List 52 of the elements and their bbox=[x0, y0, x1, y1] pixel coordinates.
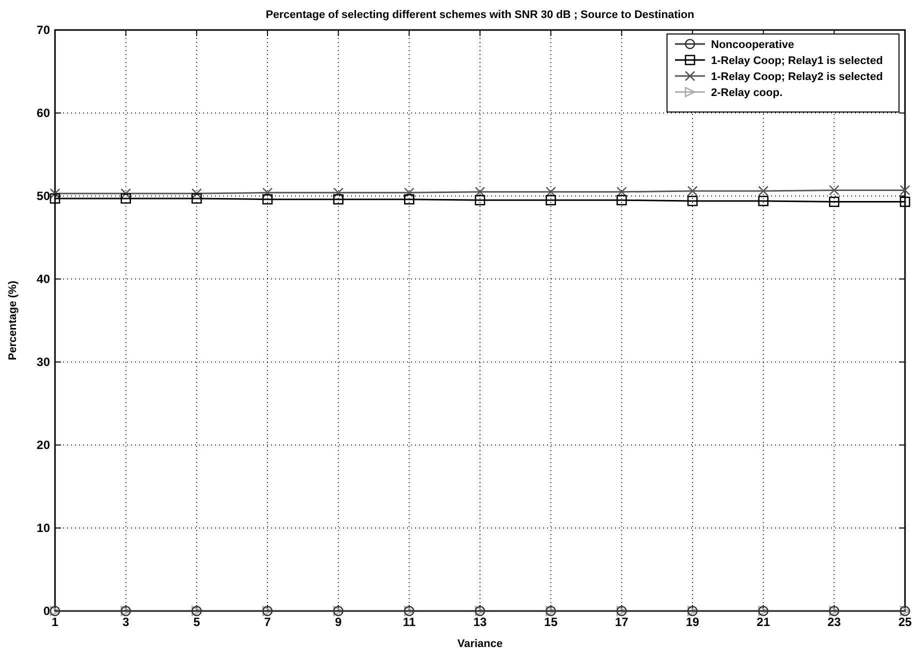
x-tick-label: 17 bbox=[614, 615, 629, 629]
point bbox=[404, 194, 414, 204]
point bbox=[829, 185, 840, 196]
x-tick-label: 5 bbox=[193, 615, 200, 629]
point bbox=[758, 186, 768, 196]
chart-title: Percentage of selecting different schemes with SNR 30 dB ; Source to Destination bbox=[266, 9, 695, 21]
legend-label: Noncooperative bbox=[711, 39, 794, 51]
point bbox=[333, 188, 344, 198]
x-tick-label: 9 bbox=[334, 615, 342, 629]
legend-label: 1-Relay Coop; Relay2 is selected bbox=[711, 71, 883, 83]
x-tick-label: 21 bbox=[756, 615, 770, 629]
point bbox=[192, 188, 202, 199]
y-tick-label: 30 bbox=[36, 355, 50, 369]
point bbox=[474, 186, 486, 197]
point bbox=[758, 196, 768, 206]
point bbox=[829, 196, 840, 207]
x-tick-label: 15 bbox=[544, 615, 558, 629]
point bbox=[687, 196, 698, 206]
point bbox=[616, 195, 627, 206]
legend-label: 1-Relay Coop; Relay1 is selected bbox=[711, 55, 883, 67]
x-tick-label: 7 bbox=[264, 615, 272, 629]
x-tick-label: 1 bbox=[52, 615, 59, 629]
point bbox=[546, 195, 556, 206]
y-tick-label: 10 bbox=[36, 521, 50, 535]
point bbox=[900, 185, 910, 196]
point bbox=[120, 193, 131, 204]
point bbox=[474, 195, 486, 206]
x-tick-label: 13 bbox=[473, 615, 487, 629]
point bbox=[262, 194, 273, 204]
point bbox=[616, 186, 627, 197]
point bbox=[192, 193, 202, 204]
point bbox=[404, 188, 414, 198]
x-tick-label: 23 bbox=[827, 615, 842, 629]
y-tick-label: 60 bbox=[36, 106, 50, 120]
x-axis-title: Variance bbox=[457, 638, 503, 650]
y-tick-label: 70 bbox=[36, 23, 50, 37]
y-tick-label: 0 bbox=[43, 604, 50, 618]
point bbox=[262, 188, 273, 198]
x-tick-label: 3 bbox=[122, 615, 130, 629]
y-axis-title: Percentage (%) bbox=[7, 280, 19, 360]
point bbox=[333, 194, 344, 204]
point bbox=[687, 186, 698, 196]
point bbox=[900, 196, 910, 207]
legend-label: 2-Relay coop. bbox=[711, 87, 783, 99]
x-tick-label: 19 bbox=[686, 615, 700, 629]
y-tick-label: 20 bbox=[36, 438, 50, 452]
point bbox=[546, 186, 556, 197]
x-tick-label: 25 bbox=[898, 615, 912, 629]
x-tick-label: 11 bbox=[402, 615, 416, 629]
y-tick-label: 40 bbox=[36, 272, 50, 286]
y-tick-label: 50 bbox=[36, 189, 50, 203]
point bbox=[120, 188, 131, 199]
